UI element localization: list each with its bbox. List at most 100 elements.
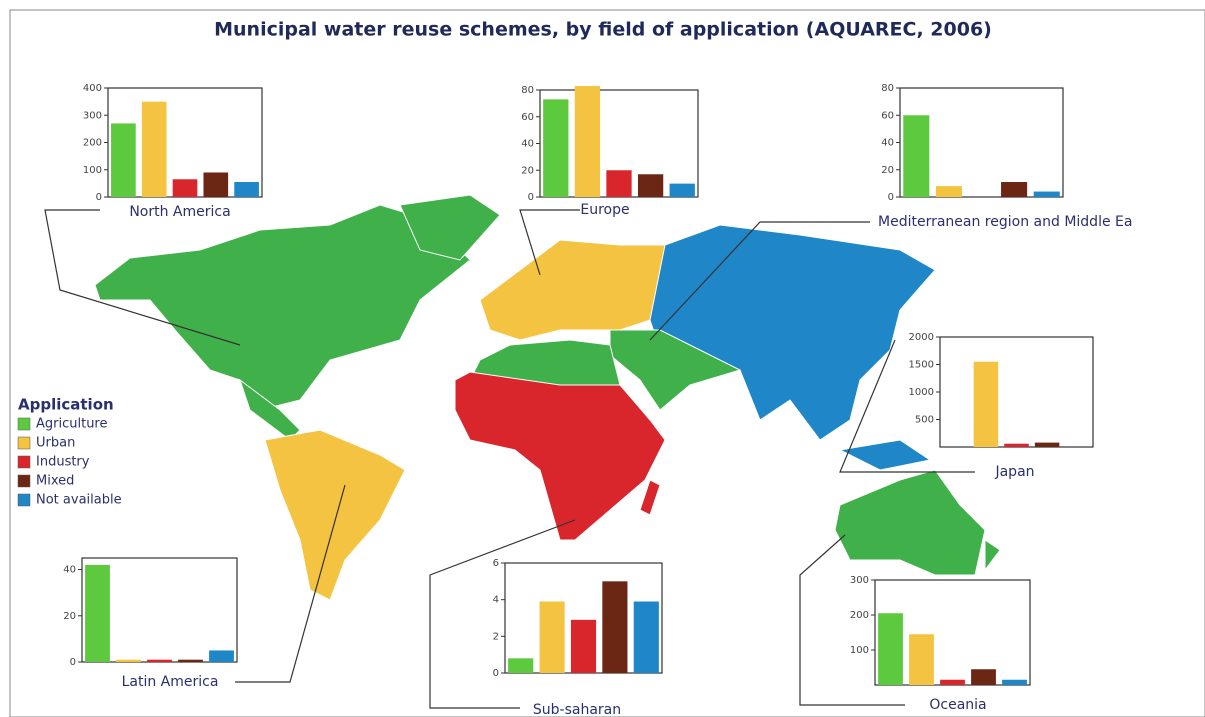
south-america	[264, 429, 406, 601]
y-tick-label: 1500	[909, 360, 934, 371]
bar	[508, 658, 534, 673]
leader-lines	[44, 209, 975, 709]
region-label: North America	[129, 204, 230, 220]
y-tick-label: 60	[521, 112, 534, 123]
bar	[903, 115, 930, 197]
y-tick-label: 300	[83, 110, 102, 121]
y-tick-label: 0	[96, 192, 102, 203]
indonesia	[838, 439, 932, 471]
y-tick-label: 0	[70, 657, 76, 668]
bar	[1034, 442, 1060, 447]
inset-chart: 0 100 200 300 400 North America	[83, 83, 263, 220]
bar	[570, 619, 597, 673]
legend-title: Application	[18, 396, 114, 414]
y-tick-label: 80	[521, 85, 534, 96]
madagascar	[639, 479, 661, 516]
legend-swatch	[17, 417, 31, 431]
bar	[940, 679, 965, 685]
bar	[602, 581, 628, 673]
bar	[574, 85, 601, 197]
bar	[116, 659, 141, 662]
region-label: Mediterranean region and Middle Ea	[878, 214, 1132, 230]
bar	[633, 601, 659, 673]
y-tick-label: 400	[83, 83, 102, 94]
legend-swatch	[17, 455, 31, 469]
y-tick-label: 6	[493, 558, 499, 569]
world-map	[94, 194, 1001, 601]
y-tick-label: 60	[881, 110, 894, 121]
y-tick-label: 2000	[909, 332, 934, 343]
y-tick-label: 500	[915, 415, 934, 426]
y-tick-label: 20	[521, 165, 534, 176]
region-label: Europe	[580, 202, 629, 218]
y-tick-label: 40	[63, 565, 76, 576]
north-america	[94, 204, 471, 411]
greenland	[399, 194, 501, 261]
inset-chart: 0 20 40 60 80 Europe	[521, 85, 699, 218]
title: Municipal water reuse schemes, by field …	[214, 19, 992, 41]
inset-chart: 0 20 40 60 80 Mediterranean region and Middle…	[878, 83, 1132, 230]
bar	[973, 361, 999, 447]
inset-chart: 100 200 300 Oceania	[850, 575, 1031, 713]
y-tick-label: 1000	[909, 387, 934, 398]
legend-swatch	[17, 474, 31, 488]
bar	[141, 101, 167, 197]
y-tick-label: 2	[493, 631, 499, 642]
y-tick-label: 20	[63, 611, 76, 622]
bar	[209, 650, 234, 662]
africa	[454, 371, 666, 541]
bar	[1033, 191, 1060, 197]
bar	[111, 123, 136, 197]
bar	[909, 634, 934, 685]
leader-line	[519, 209, 580, 276]
bar	[935, 186, 962, 197]
bar	[1001, 182, 1028, 197]
y-tick-label: 4	[493, 595, 499, 606]
leader-line	[799, 534, 905, 706]
y-tick-label: 200	[850, 610, 869, 621]
y-tick-label: 20	[881, 165, 894, 176]
plot-frame	[939, 336, 1094, 448]
new-zealand	[984, 539, 1001, 572]
middle-east	[609, 329, 742, 411]
bar	[539, 601, 565, 673]
y-tick-label: 0	[888, 192, 894, 203]
y-tick-label: 40	[881, 138, 894, 149]
inset-chart: 500 1000 1500 2000 Japan	[909, 332, 1094, 480]
region-label: Oceania	[929, 697, 986, 713]
leader-line	[429, 519, 576, 709]
bar	[606, 170, 632, 197]
y-tick-label: 0	[493, 668, 499, 679]
bar	[1002, 679, 1027, 685]
y-tick-label: 200	[83, 138, 102, 149]
leader-line	[649, 221, 870, 341]
legend-label: Mixed	[36, 474, 74, 489]
y-tick-label: 80	[881, 83, 894, 94]
bar	[543, 99, 569, 197]
region-label: Japan	[994, 464, 1034, 480]
australia	[834, 469, 986, 576]
leader-line	[44, 209, 241, 346]
y-tick-label: 40	[521, 139, 534, 150]
y-tick-label: 100	[850, 645, 869, 656]
bar	[971, 669, 996, 685]
legend-label: Industry	[36, 455, 90, 470]
bar	[178, 659, 203, 662]
legend-label: Not available	[36, 493, 122, 508]
y-tick-label: 0	[528, 192, 534, 203]
bar	[203, 172, 229, 197]
region-label: Sub-saharan	[533, 702, 621, 717]
bar	[234, 182, 259, 197]
bar	[637, 174, 664, 197]
legend-swatch	[17, 436, 31, 450]
y-tick-label: 300	[850, 575, 869, 586]
leader-line	[839, 339, 975, 473]
bar	[669, 183, 695, 197]
bar	[147, 659, 172, 662]
region-label: Latin America	[122, 674, 219, 690]
bar	[1004, 443, 1029, 447]
inset-chart: 0 2 4 6 Sub-saharan	[493, 558, 663, 717]
y-tick-label: 100	[83, 165, 102, 176]
inset-chart: 0 20 40 Latin America	[63, 557, 238, 690]
